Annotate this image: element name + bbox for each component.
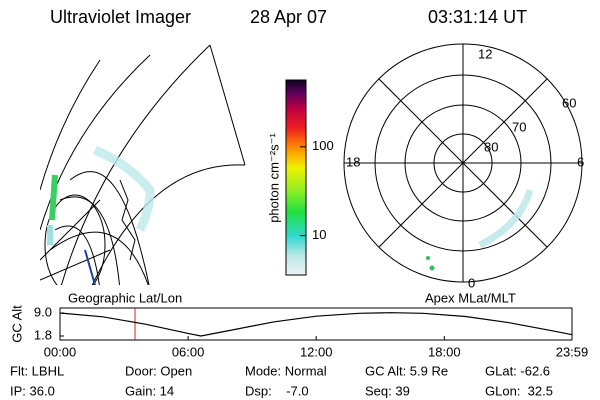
info-field: Mode: Normal: [245, 363, 327, 378]
mlt-label: 18: [346, 154, 360, 169]
colorbar: [285, 79, 307, 276]
info-field: GLon: 32.5: [485, 383, 553, 398]
colorbar-tick-label: 100: [312, 138, 334, 153]
x-tick-label: 00:00: [44, 344, 77, 359]
lat-label: 60: [562, 95, 576, 110]
y-tick-label: 9.0: [34, 304, 52, 319]
y-axis-label: GC Alt: [9, 305, 24, 343]
colorbar-tick-label: 10: [312, 227, 326, 242]
info-field: IP: 36.0: [10, 383, 55, 398]
time: 03:31:14 UT: [428, 7, 527, 27]
timeline-frame: [59, 307, 573, 341]
mlt-label: 12: [478, 46, 492, 61]
y-tick-label: 1.8: [34, 327, 52, 342]
lat-label: 80: [484, 139, 498, 154]
altitude-line: [59, 312, 573, 337]
info-field: Door: Open: [125, 363, 192, 378]
colorbar-label: photon cm⁻²s⁻¹: [266, 133, 281, 223]
panel-label: Apex MLat/MLT: [425, 290, 516, 305]
info-field: GC Alt: 5.9 Re: [365, 363, 448, 378]
title: Ultraviolet Imager: [50, 7, 191, 27]
polar-grid: [343, 43, 583, 283]
x-tick-label: 23:59: [556, 344, 589, 359]
info-field: Gain: 14: [125, 383, 174, 398]
mlt-label: 6: [577, 154, 584, 169]
panel-label: Geographic Lat/Lon: [68, 290, 182, 305]
geo-map: [40, 44, 246, 285]
date: 28 Apr 07: [250, 7, 327, 27]
info-field: Flt: LBHL: [10, 363, 64, 378]
info-field: Seq: 39: [365, 383, 410, 398]
x-tick-label: 18:00: [428, 344, 461, 359]
info-field: Dsp: -7.0: [245, 383, 309, 398]
lat-label: 70: [512, 119, 526, 134]
x-tick-label: 06:00: [172, 344, 205, 359]
mlt-label: 0: [468, 275, 475, 290]
x-tick-label: 12:00: [300, 344, 333, 359]
info-field: GLat: -62.6: [485, 363, 550, 378]
